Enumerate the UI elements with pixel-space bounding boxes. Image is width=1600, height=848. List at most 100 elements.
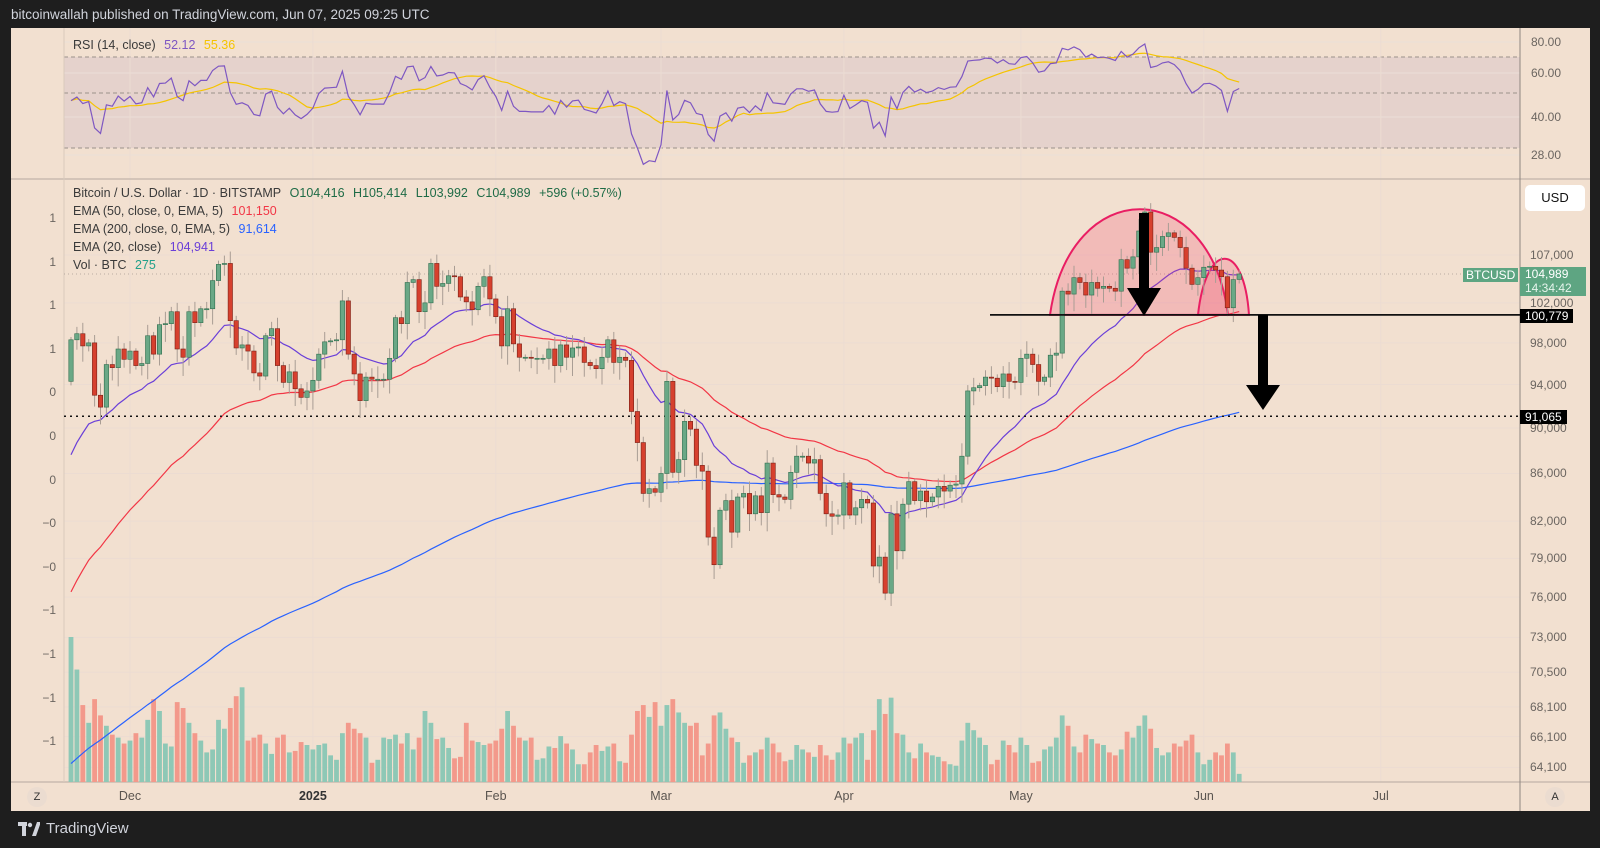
- candle-body: [1053, 352, 1059, 356]
- volume-bar: [806, 752, 811, 782]
- volume-bar: [699, 755, 705, 782]
- ohlc-open: O104,416: [289, 186, 345, 200]
- candle-body: [245, 344, 251, 352]
- candle-body: [80, 333, 86, 347]
- candle-body: [1189, 267, 1195, 285]
- target-price-tag: 91,065: [1520, 410, 1567, 424]
- ohlc-close: C104,989: [476, 186, 531, 200]
- timezone-toggle-button[interactable]: Z: [27, 787, 47, 807]
- volume-legend[interactable]: Vol · BTC 275: [73, 258, 161, 272]
- volume-bar: [1083, 734, 1089, 782]
- footer-brand[interactable]: TradingView: [18, 820, 129, 837]
- volume-bar: [1065, 725, 1071, 782]
- candle-body: [1101, 286, 1107, 289]
- volume-bar: [629, 734, 634, 782]
- left-axis-tick: −1: [42, 734, 56, 749]
- volume-bar: [440, 737, 446, 782]
- price-axis-tick: 66,100: [1530, 729, 1567, 744]
- volume-bar: [351, 728, 357, 782]
- volume-bar: [817, 745, 823, 782]
- volume-label: Vol · BTC: [73, 258, 127, 272]
- currency-button[interactable]: USD: [1525, 185, 1585, 211]
- volume-bar: [1095, 743, 1100, 782]
- candle-body: [505, 308, 511, 347]
- candle-body: [304, 390, 310, 398]
- volume-bar: [1118, 749, 1124, 782]
- candle-body: [658, 473, 664, 493]
- volume-bar: [646, 716, 652, 782]
- candle-body: [162, 323, 168, 325]
- candle-body: [829, 513, 835, 517]
- candle-body: [1030, 353, 1036, 365]
- candle-body: [805, 455, 811, 464]
- candle-body: [770, 462, 776, 495]
- time-axis-label: Mar: [650, 789, 672, 803]
- candle-body: [935, 486, 941, 498]
- volume-bar: [304, 745, 310, 782]
- rsi-axis-tick: 80.00: [1531, 35, 1562, 49]
- ema50-value: 101,150: [231, 204, 277, 218]
- volume-bar: [552, 747, 558, 782]
- candle-body: [746, 493, 752, 515]
- ema20-legend[interactable]: EMA (20, close) 104,941: [73, 240, 220, 254]
- candle-body: [404, 282, 410, 324]
- candle-body: [552, 348, 558, 366]
- chart-panel[interactable]: [11, 28, 1590, 811]
- candle-body: [959, 455, 965, 485]
- volume-bar: [198, 740, 204, 782]
- candle-body: [1148, 211, 1154, 253]
- candle-body: [1000, 373, 1006, 387]
- tradingview-logo-icon: [18, 821, 40, 836]
- candle-body: [1165, 232, 1171, 237]
- ema50-legend[interactable]: EMA (50, close, 0, EMA, 5) 101,150: [73, 204, 282, 218]
- candle-body: [1059, 290, 1065, 354]
- candle-body: [180, 348, 186, 358]
- candle-body: [611, 339, 617, 363]
- candle-body: [847, 482, 853, 516]
- candle-body: [392, 317, 398, 359]
- candle-body: [1160, 236, 1166, 248]
- candle-body: [735, 496, 741, 533]
- candle-body: [953, 483, 959, 486]
- left-axis-tick: 1: [49, 298, 56, 313]
- volume-bar: [469, 740, 475, 782]
- candle-body: [528, 356, 534, 359]
- candle-body: [1213, 265, 1219, 271]
- rsi-axis-tick: 40.00: [1531, 110, 1562, 124]
- volume-bar: [1000, 740, 1006, 782]
- price-axis-tick: 98,000: [1530, 335, 1567, 350]
- volume-bar: [729, 737, 735, 782]
- candle-body: [534, 357, 540, 360]
- candle-body: [1183, 247, 1189, 269]
- volume-bar: [534, 759, 540, 782]
- target-arrow-icon: [1246, 315, 1280, 410]
- chart-canvas[interactable]: [11, 28, 1590, 811]
- candle-body: [717, 509, 723, 566]
- volume-bar: [558, 736, 564, 782]
- auto-scale-button[interactable]: A: [1545, 787, 1565, 807]
- time-axis-label: Dec: [118, 789, 142, 803]
- candle-body: [575, 346, 581, 349]
- candle-body: [210, 280, 216, 310]
- symbol-price-tag: BTCUSD: [1463, 268, 1519, 282]
- candle-body: [457, 276, 463, 298]
- price-axis-tick: 90,000: [1530, 421, 1567, 436]
- candle-body: [274, 328, 280, 366]
- volume-bar: [1042, 749, 1047, 782]
- volume-bar: [422, 710, 428, 782]
- candle-body: [1024, 353, 1030, 359]
- rsi-legend[interactable]: RSI (14, close) 52.12 55.36: [73, 38, 240, 52]
- candle-body: [339, 300, 345, 341]
- volume-bar: [1071, 746, 1077, 782]
- volume-bar: [410, 749, 416, 782]
- volume-bar: [1213, 752, 1218, 782]
- symbol-legend[interactable]: Bitcoin / U.S. Dollar · 1D · BITSTAMP O1…: [73, 186, 627, 200]
- candle-body: [994, 377, 1000, 387]
- candle-body: [729, 500, 735, 533]
- volume-bar: [1160, 755, 1165, 782]
- candle-body: [628, 360, 634, 412]
- candle-body: [1047, 354, 1053, 378]
- ema200-legend[interactable]: EMA (200, close, 0, EMA, 5) 91,614: [73, 222, 282, 236]
- volume-bar: [941, 761, 947, 782]
- candle-body: [1236, 273, 1242, 280]
